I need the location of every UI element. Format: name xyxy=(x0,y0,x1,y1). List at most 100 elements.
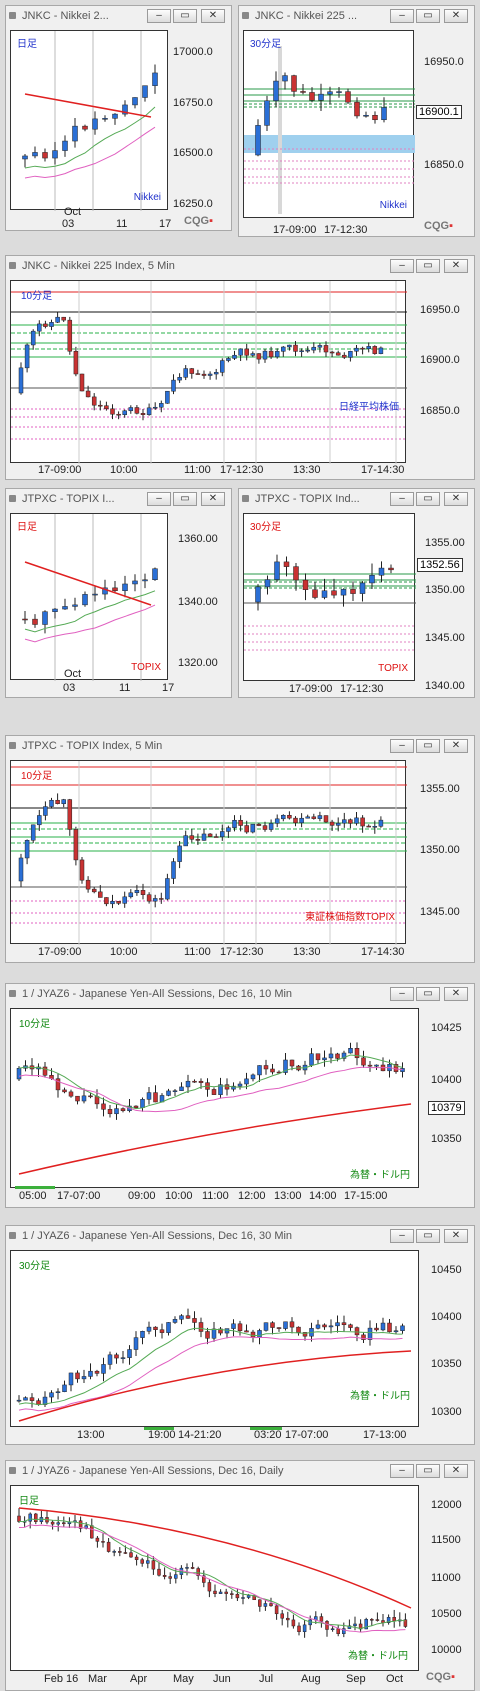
window-nikkei-30min[interactable]: JNKC - Nikkei 225 ... – ▭ ✕ 30分足 Nikkei … xyxy=(238,5,475,237)
candle xyxy=(213,372,219,375)
titlebar[interactable]: JNKC - Nikkei 225 Index, 5 Min – ▭ ✕ xyxy=(6,256,474,276)
symbol-label: 日経平均株価 xyxy=(339,402,399,413)
y-label: 10425 xyxy=(431,1022,462,1034)
minimize-button[interactable]: – xyxy=(390,259,414,273)
maximize-button[interactable]: ▭ xyxy=(416,259,440,273)
titlebar[interactable]: JNKC - Nikkei 2... – ▭ ✕ xyxy=(6,6,231,26)
candle xyxy=(250,823,256,833)
close-button[interactable]: ✕ xyxy=(444,492,468,506)
titlebar[interactable]: 1 / JYAZ6 - Japanese Yen-All Sessions, D… xyxy=(6,1461,474,1481)
minimize-button[interactable]: – xyxy=(390,987,414,1001)
window-yen-daily[interactable]: 1 / JYAZ6 - Japanese Yen-All Sessions, D… xyxy=(5,1460,475,1691)
chart-plot[interactable]: 30分足 Nikkei xyxy=(243,30,415,218)
x-label: Mar xyxy=(88,1673,107,1685)
minimize-button[interactable]: – xyxy=(147,492,171,506)
candle xyxy=(274,351,280,358)
candle xyxy=(62,140,68,151)
candle xyxy=(328,1053,334,1059)
y-label: 10300 xyxy=(431,1406,462,1418)
close-button[interactable]: ✕ xyxy=(444,987,468,1001)
candle xyxy=(166,1090,171,1096)
chart-plot[interactable]: 日足 TOPIX xyxy=(10,513,168,681)
moving-average-line xyxy=(18,1524,406,1633)
window-yen-30min[interactable]: 1 / JYAZ6 - Japanese Yen-All Sessions, D… xyxy=(5,1225,475,1445)
candle xyxy=(55,316,60,323)
maximize-button[interactable]: ▭ xyxy=(416,1229,440,1243)
x-label: 03 xyxy=(62,218,75,230)
candle xyxy=(198,1080,204,1083)
close-button[interactable]: ✕ xyxy=(201,9,225,23)
chart-plot[interactable]: 日足 Nikkei xyxy=(10,30,168,211)
close-button[interactable]: ✕ xyxy=(444,1464,468,1478)
window-nikkei-5min[interactable]: JNKC - Nikkei 225 Index, 5 Min – ▭ ✕ 10分… xyxy=(5,255,475,480)
y-label: 16850.0 xyxy=(424,159,464,171)
close-button[interactable]: ✕ xyxy=(444,259,468,273)
candle xyxy=(305,816,310,819)
minimize-button[interactable]: – xyxy=(390,492,414,506)
long-moving-average xyxy=(18,1103,412,1175)
candle xyxy=(28,1513,32,1522)
titlebar[interactable]: JNKC - Nikkei 225 ... – ▭ ✕ xyxy=(239,6,474,26)
cqg-logo: CQG▪ xyxy=(426,1671,455,1683)
chart-svg xyxy=(244,554,416,651)
candle xyxy=(372,346,378,354)
candle xyxy=(72,125,78,142)
candle xyxy=(366,346,371,350)
chart-plot[interactable]: 10分足 日経平均株価 xyxy=(10,280,407,464)
candle xyxy=(67,319,73,352)
candle xyxy=(256,823,262,826)
maximize-button[interactable]: ▭ xyxy=(173,9,197,23)
window-title: JNKC - Nikkei 2... xyxy=(22,10,109,22)
candle xyxy=(118,1551,122,1553)
candle xyxy=(400,1068,405,1072)
chart-plot[interactable]: 10分足 東証株価指数TOPIX xyxy=(10,760,407,945)
window-yen-10min[interactable]: 1 / JYAZ6 - Japanese Yen-All Sessions, D… xyxy=(5,983,475,1208)
minimize-button[interactable]: – xyxy=(390,1464,414,1478)
candle xyxy=(250,1074,256,1080)
candle xyxy=(299,350,304,352)
candle xyxy=(262,350,268,360)
window-topix-30min[interactable]: JTPXC - TOPIX Ind... – ▭ ✕ 30分足 TOPIX 13… xyxy=(238,488,475,698)
minimize-button[interactable]: – xyxy=(390,9,414,23)
window-topix-daily[interactable]: JTPXC - TOPIX I... – ▭ ✕ 日足 TOPIX 1360.0… xyxy=(5,488,232,698)
maximize-button[interactable]: ▭ xyxy=(173,492,197,506)
maximize-button[interactable]: ▭ xyxy=(416,492,440,506)
window-title: JNKC - Nikkei 225 ... xyxy=(255,10,358,22)
app-icon xyxy=(9,262,16,269)
minimize-button[interactable]: – xyxy=(390,1229,414,1243)
candle xyxy=(226,827,231,832)
titlebar[interactable]: 1 / JYAZ6 - Japanese Yen-All Sessions, D… xyxy=(6,1226,474,1246)
maximize-button[interactable]: ▭ xyxy=(416,9,440,23)
close-button[interactable]: ✕ xyxy=(444,9,468,23)
candle xyxy=(61,316,66,321)
titlebar[interactable]: 1 / JYAZ6 - Japanese Yen-All Sessions, D… xyxy=(6,984,474,1004)
candle xyxy=(372,115,378,121)
candle xyxy=(291,75,297,92)
titlebar[interactable]: JTPXC - TOPIX Index, 5 Min – ▭ ✕ xyxy=(6,736,474,756)
candle xyxy=(123,1552,128,1554)
candle xyxy=(18,367,24,394)
chart-plot[interactable]: 10分足 為替・ドル円 xyxy=(10,1008,419,1188)
candle xyxy=(179,1086,184,1091)
maximize-button[interactable]: ▭ xyxy=(416,987,440,1001)
minimize-button[interactable]: – xyxy=(147,9,171,23)
maximize-button[interactable]: ▭ xyxy=(416,739,440,753)
close-button[interactable]: ✕ xyxy=(201,492,225,506)
y-label: 16750.0 xyxy=(173,97,213,109)
candle xyxy=(185,1315,191,1319)
chart-plot[interactable]: 30分足 為替・ドル円 xyxy=(10,1250,419,1427)
candle xyxy=(302,1624,307,1633)
close-button[interactable]: ✕ xyxy=(444,1229,468,1243)
minimize-button[interactable]: – xyxy=(390,739,414,753)
titlebar[interactable]: JTPXC - TOPIX Ind... – ▭ ✕ xyxy=(239,489,474,509)
timeframe-label: 日足 xyxy=(19,1496,39,1507)
chart-plot[interactable]: 30分足 TOPIX xyxy=(243,513,416,681)
window-topix-5min[interactable]: JTPXC - TOPIX Index, 5 Min – ▭ ✕ 10分足 東証… xyxy=(5,735,475,963)
candle xyxy=(325,1621,329,1630)
close-button[interactable]: ✕ xyxy=(444,739,468,753)
titlebar[interactable]: JTPXC - TOPIX I... – ▭ ✕ xyxy=(6,489,231,509)
x-label: 17-12:30 xyxy=(220,946,264,958)
chart-plot[interactable]: 日足 為替・ドル円 xyxy=(10,1485,419,1671)
maximize-button[interactable]: ▭ xyxy=(416,1464,440,1478)
window-nikkei-daily[interactable]: JNKC - Nikkei 2... – ▭ ✕ 日足 Nikkei 17000… xyxy=(5,5,232,231)
